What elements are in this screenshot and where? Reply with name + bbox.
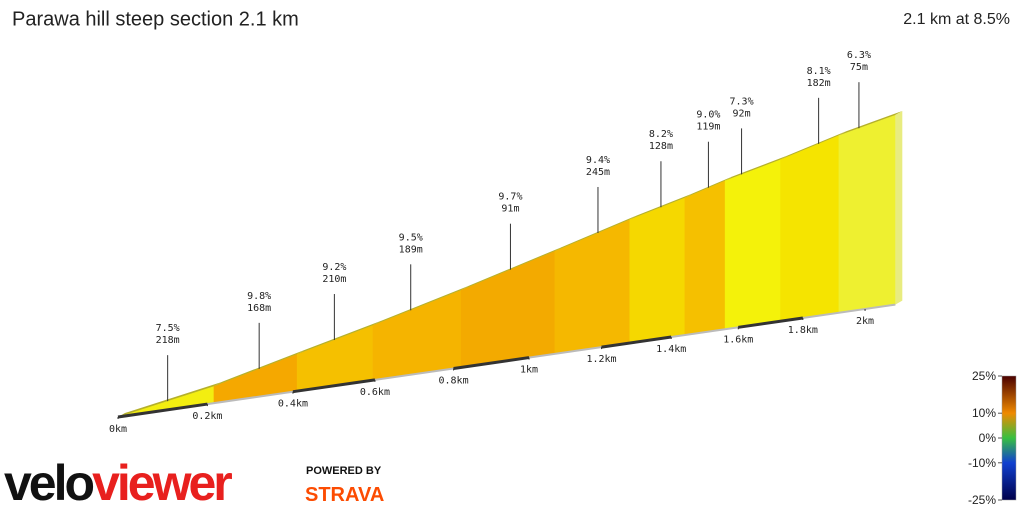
gradient-label: 9.8% — [247, 291, 271, 302]
x-tick-label: 0.4km — [278, 399, 308, 410]
axis-band — [292, 378, 376, 394]
gradient-label: 6.3% — [847, 50, 871, 61]
colorbar-label: -25% — [968, 493, 996, 507]
gradient-label: 9.5% — [399, 232, 423, 243]
length-label: 168m — [247, 303, 271, 314]
length-label: 119m — [696, 122, 720, 133]
colorbar-label: 10% — [972, 406, 996, 420]
summary: 2.1 km at 8.5% — [903, 11, 1010, 28]
gradient-label: 8.1% — [807, 66, 831, 77]
colorbar — [1001, 375, 1017, 501]
segment-top — [297, 321, 380, 355]
segment — [213, 353, 298, 404]
segment — [684, 180, 726, 336]
segment — [724, 159, 781, 330]
segment-top — [780, 131, 846, 160]
logo-velo-text: velo — [4, 455, 94, 511]
length-label: 245m — [586, 167, 610, 178]
powered-by: POWERED BY — [306, 465, 382, 477]
gradient-label: 9.7% — [498, 192, 522, 203]
length-label: 182m — [807, 78, 831, 89]
gradient-label: 9.2% — [322, 262, 346, 273]
colorbar-label: 0% — [979, 431, 997, 445]
segment — [554, 219, 630, 355]
profile-end — [895, 110, 903, 305]
logo-viewer-text: viewer — [92, 455, 232, 511]
x-tick-label: 1.6km — [723, 334, 753, 345]
x-tick-label: 1.2km — [586, 354, 616, 365]
segment-top — [118, 382, 221, 417]
chart-title: Parawa hill steep section 2.1 km — [12, 8, 299, 30]
gradient-label: 8.2% — [649, 129, 673, 140]
segment — [460, 250, 555, 368]
logo: veloviewer POWERED BY STRAVA — [4, 455, 384, 511]
segment — [629, 197, 686, 344]
segment-top — [554, 215, 637, 252]
segment — [372, 289, 462, 381]
colorbar-label: -10% — [968, 456, 996, 470]
strava: STRAVA — [305, 484, 384, 506]
x-tick-label: 0km — [109, 424, 127, 435]
segment — [780, 135, 840, 322]
segment-top — [838, 110, 903, 136]
gradient-label: 9.0% — [696, 110, 720, 121]
length-label: 210m — [322, 274, 346, 285]
x-tick-label: 0.2km — [192, 411, 222, 422]
x-tick-label: 1.4km — [656, 344, 686, 355]
segment-top — [461, 247, 562, 291]
x-tick-label: 0.6km — [360, 387, 390, 398]
length-label: 189m — [399, 244, 423, 255]
length-label: 92m — [733, 108, 751, 119]
x-tick-label: 0.8km — [439, 375, 469, 386]
length-label: 91m — [501, 204, 519, 215]
length-label: 75m — [850, 62, 868, 73]
colorbar-label: 25% — [972, 369, 996, 383]
x-tick-label: 2km — [856, 316, 874, 327]
axis-band — [453, 356, 530, 370]
gradient-label: 7.5% — [156, 323, 180, 334]
logo-velo: veloviewer — [4, 455, 232, 511]
axis-band — [601, 335, 672, 349]
segment — [838, 114, 896, 314]
length-label: 218m — [156, 335, 180, 346]
gradient-label: 7.3% — [730, 96, 754, 107]
x-tick-label: 1km — [520, 365, 538, 376]
segment-top — [372, 286, 469, 326]
gradient-label: 9.4% — [586, 155, 610, 166]
axis-band — [738, 316, 804, 329]
segment-top — [725, 155, 788, 181]
length-label: 128m — [649, 141, 673, 152]
axis-band — [117, 402, 208, 419]
x-tick-label: 1.8km — [788, 325, 818, 336]
